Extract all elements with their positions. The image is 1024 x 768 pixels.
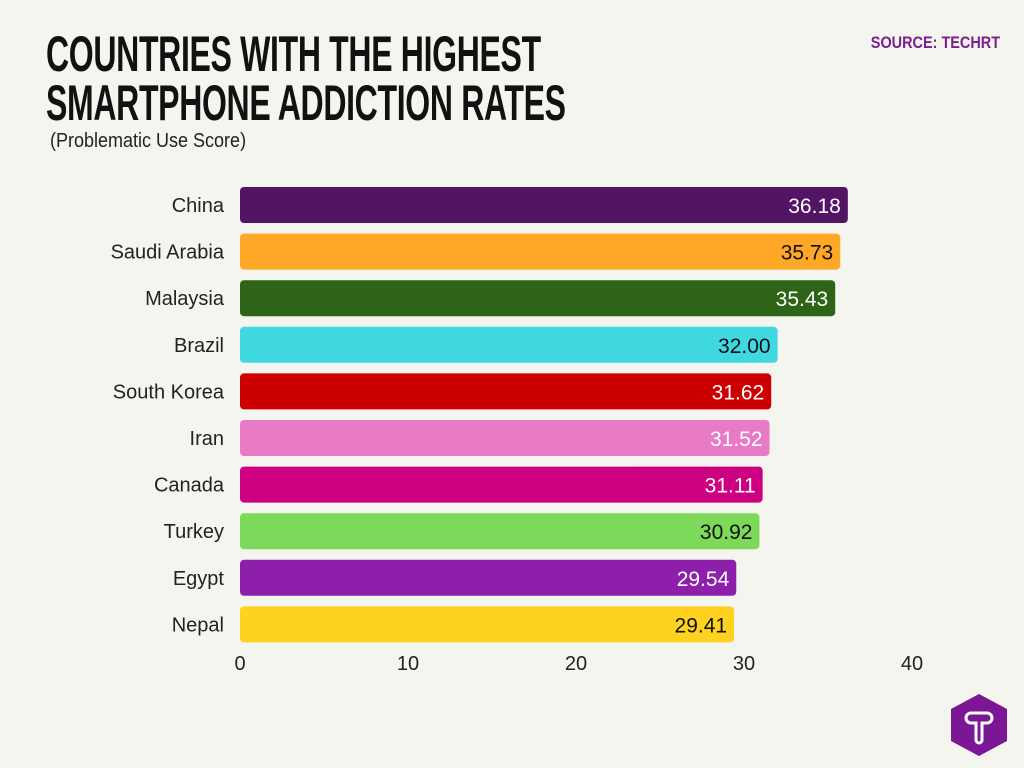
category-label: Brazil	[174, 335, 224, 357]
data-label: 30.92	[700, 521, 753, 544]
bar	[240, 466, 763, 503]
bar	[240, 559, 737, 596]
bar	[240, 187, 848, 223]
data-label: 29.41	[675, 614, 728, 637]
category-label: Malaysia	[145, 288, 225, 310]
x-tick-label: 30	[733, 653, 755, 675]
x-tick-label: 40	[901, 653, 923, 675]
techrt-logo-icon	[951, 694, 1007, 756]
data-label: 32.00	[718, 335, 771, 358]
data-label: 36.18	[788, 195, 841, 218]
bar	[240, 326, 778, 363]
bar	[240, 280, 836, 317]
category-label: South Korea	[113, 381, 225, 403]
bar	[240, 420, 770, 456]
data-label: 31.11	[705, 475, 756, 498]
data-label: 35.43	[776, 288, 829, 311]
bar	[240, 233, 841, 270]
category-label: Canada	[154, 475, 225, 497]
data-label: 29.54	[677, 568, 730, 591]
x-tick-label: 20	[565, 653, 587, 675]
data-label: 31.52	[710, 428, 763, 451]
source-label: SOURCE: TECHRT	[870, 33, 1000, 52]
bar	[240, 513, 760, 550]
category-label: Nepal	[172, 614, 224, 636]
category-label: Egypt	[173, 568, 225, 590]
x-tick-label: 0	[234, 653, 245, 675]
data-label: 31.62	[712, 381, 765, 404]
bar	[240, 373, 772, 410]
data-label: 35.73	[781, 242, 834, 265]
category-label: Turkey	[164, 521, 224, 543]
category-label: Saudi Arabia	[111, 242, 225, 264]
category-label: China	[172, 195, 225, 217]
x-tick-label: 10	[397, 653, 419, 675]
chart-title: COUNTRIES WITH THE HIGHEST SMARTPHONE AD…	[46, 26, 566, 131]
category-label: Iran	[190, 428, 224, 450]
bar	[240, 606, 735, 643]
chart-subtitle: (Problematic Use Score)	[50, 130, 247, 152]
